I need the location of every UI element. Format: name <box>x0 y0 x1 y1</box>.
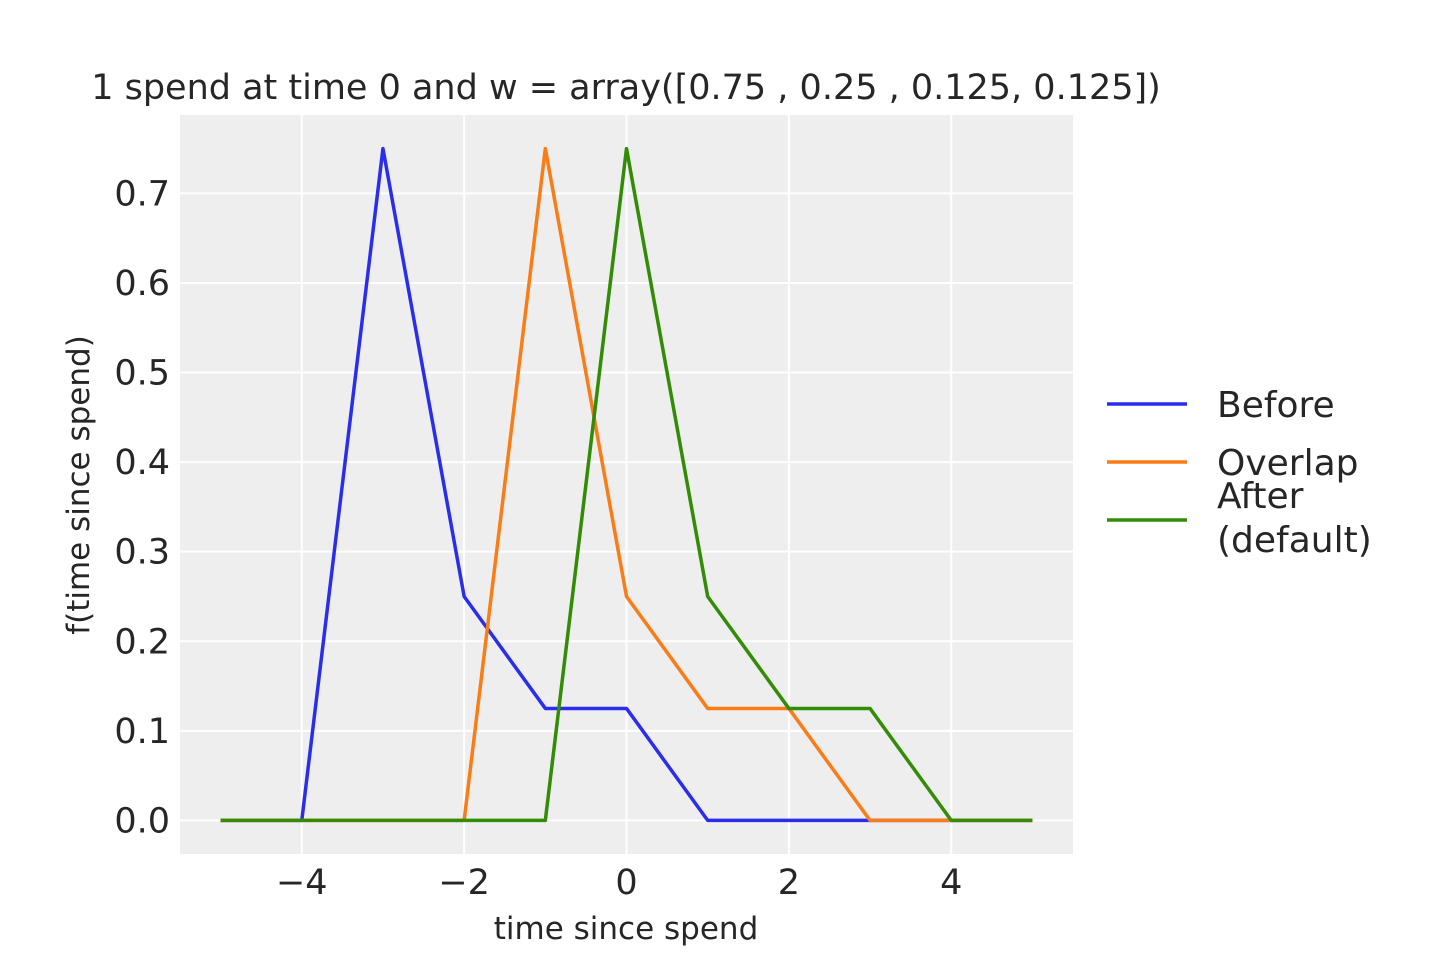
chart-title: 1 spend at time 0 and w = array([0.75 , … <box>91 68 1161 108</box>
x-tick-label: 4 <box>940 863 962 903</box>
series-lines <box>220 146 1033 823</box>
x-tick-label: 2 <box>778 863 800 903</box>
x-axis-label: time since spend <box>494 911 759 947</box>
y-tick-label: 0.0 <box>114 801 170 841</box>
series-line-after <box>220 146 1033 823</box>
x-tick-label: −4 <box>276 863 328 903</box>
x-tick-label: 0 <box>615 863 637 903</box>
y-tick-label: 0.7 <box>114 174 170 214</box>
y-tick-label: 0.2 <box>114 622 170 662</box>
y-tick-label: 0.6 <box>114 264 170 304</box>
legend-label: After (default) <box>1217 476 1372 561</box>
x-tick-label: −2 <box>438 863 490 903</box>
y-axis-label: f(time since spend) <box>61 335 97 635</box>
y-tick-label: 0.4 <box>114 443 170 483</box>
y-tick-label: 0.5 <box>114 354 170 394</box>
gridlines <box>180 115 1073 854</box>
y-tick-label: 0.3 <box>114 533 170 573</box>
legend-label: Before <box>1217 385 1335 426</box>
y-tick-labels: 0.0 0.1 0.2 0.3 0.4 0.5 0.6 0.7 <box>114 174 170 841</box>
y-tick-label: 0.1 <box>114 712 170 752</box>
x-tick-labels: −4 −2 0 2 4 <box>276 863 962 903</box>
legend-label: Overlap <box>1217 443 1359 484</box>
